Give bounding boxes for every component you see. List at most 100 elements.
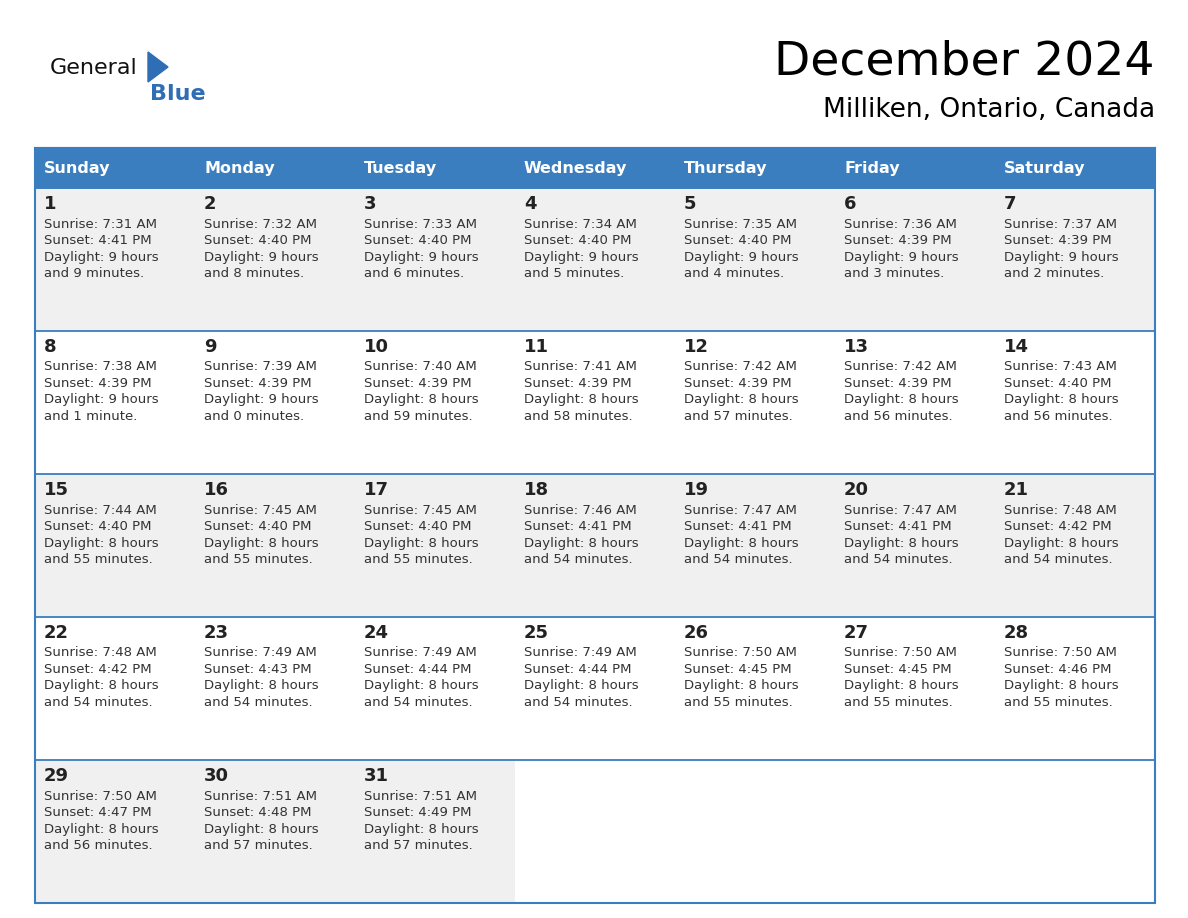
- Text: Sunset: 4:48 PM: Sunset: 4:48 PM: [204, 806, 311, 819]
- Text: and 1 minute.: and 1 minute.: [44, 410, 138, 423]
- Text: and 55 minutes.: and 55 minutes.: [843, 696, 953, 709]
- Text: Daylight: 9 hours: Daylight: 9 hours: [684, 251, 798, 263]
- Text: Sunset: 4:46 PM: Sunset: 4:46 PM: [1004, 663, 1112, 676]
- Text: 6: 6: [843, 195, 857, 213]
- Text: and 54 minutes.: and 54 minutes.: [44, 696, 152, 709]
- Text: and 54 minutes.: and 54 minutes.: [524, 696, 633, 709]
- Text: Daylight: 8 hours: Daylight: 8 hours: [684, 679, 798, 692]
- Text: Sunrise: 7:43 AM: Sunrise: 7:43 AM: [1004, 361, 1117, 374]
- Text: and 54 minutes.: and 54 minutes.: [364, 696, 473, 709]
- Text: Sunset: 4:47 PM: Sunset: 4:47 PM: [44, 806, 152, 819]
- Text: Sunrise: 7:51 AM: Sunrise: 7:51 AM: [364, 789, 478, 802]
- Bar: [195, 188, 355, 331]
- Bar: [355, 474, 516, 617]
- Text: Sunrise: 7:48 AM: Sunrise: 7:48 AM: [44, 646, 157, 659]
- Bar: [355, 148, 516, 188]
- Text: and 0 minutes.: and 0 minutes.: [204, 410, 304, 423]
- Bar: [34, 474, 195, 617]
- Bar: [195, 148, 355, 188]
- Text: Sunrise: 7:50 AM: Sunrise: 7:50 AM: [1004, 646, 1117, 659]
- Text: Sunrise: 7:49 AM: Sunrise: 7:49 AM: [364, 646, 476, 659]
- Text: Sunset: 4:45 PM: Sunset: 4:45 PM: [684, 663, 791, 676]
- Text: 16: 16: [204, 481, 229, 499]
- Text: Sunset: 4:42 PM: Sunset: 4:42 PM: [44, 663, 152, 676]
- Text: and 54 minutes.: and 54 minutes.: [524, 553, 633, 566]
- Text: and 56 minutes.: and 56 minutes.: [44, 839, 152, 852]
- Text: Daylight: 9 hours: Daylight: 9 hours: [364, 251, 479, 263]
- Text: and 54 minutes.: and 54 minutes.: [684, 553, 792, 566]
- Text: and 9 minutes.: and 9 minutes.: [44, 267, 144, 280]
- Text: 10: 10: [364, 338, 388, 356]
- Bar: [34, 188, 195, 331]
- Text: Sunset: 4:40 PM: Sunset: 4:40 PM: [364, 234, 472, 247]
- Text: Daylight: 8 hours: Daylight: 8 hours: [44, 679, 159, 692]
- Bar: [835, 148, 996, 188]
- Text: 23: 23: [204, 624, 229, 642]
- Text: Sunrise: 7:40 AM: Sunrise: 7:40 AM: [364, 361, 476, 374]
- Text: Blue: Blue: [150, 84, 206, 104]
- Bar: [195, 760, 355, 903]
- Text: Daylight: 8 hours: Daylight: 8 hours: [524, 536, 639, 550]
- Text: Sunset: 4:44 PM: Sunset: 4:44 PM: [524, 663, 632, 676]
- Bar: [34, 148, 195, 188]
- Text: Sunrise: 7:45 AM: Sunrise: 7:45 AM: [204, 503, 317, 517]
- Text: Daylight: 8 hours: Daylight: 8 hours: [364, 823, 479, 835]
- Bar: [355, 617, 516, 760]
- Text: and 55 minutes.: and 55 minutes.: [364, 553, 473, 566]
- Text: 9: 9: [204, 338, 216, 356]
- Text: Milliken, Ontario, Canada: Milliken, Ontario, Canada: [823, 97, 1155, 123]
- Text: Daylight: 8 hours: Daylight: 8 hours: [524, 679, 639, 692]
- Text: and 3 minutes.: and 3 minutes.: [843, 267, 944, 280]
- Text: Sunrise: 7:41 AM: Sunrise: 7:41 AM: [524, 361, 637, 374]
- Bar: [835, 188, 996, 331]
- Text: and 59 minutes.: and 59 minutes.: [364, 410, 473, 423]
- Text: Sunset: 4:44 PM: Sunset: 4:44 PM: [364, 663, 472, 676]
- Text: 25: 25: [524, 624, 549, 642]
- Text: Daylight: 8 hours: Daylight: 8 hours: [684, 394, 798, 407]
- Text: Daylight: 9 hours: Daylight: 9 hours: [44, 251, 159, 263]
- Text: Sunrise: 7:46 AM: Sunrise: 7:46 AM: [524, 503, 637, 517]
- Text: Daylight: 8 hours: Daylight: 8 hours: [364, 394, 479, 407]
- Text: 8: 8: [44, 338, 57, 356]
- Bar: [195, 474, 355, 617]
- Bar: [996, 474, 1155, 617]
- Text: 29: 29: [44, 767, 69, 785]
- Text: 19: 19: [684, 481, 709, 499]
- Text: Sunset: 4:40 PM: Sunset: 4:40 PM: [204, 234, 311, 247]
- Text: Thursday: Thursday: [684, 161, 767, 175]
- Text: Sunset: 4:49 PM: Sunset: 4:49 PM: [364, 806, 472, 819]
- Text: Sunrise: 7:50 AM: Sunrise: 7:50 AM: [44, 789, 157, 802]
- Text: Daylight: 8 hours: Daylight: 8 hours: [204, 823, 318, 835]
- Bar: [516, 331, 675, 474]
- Text: 13: 13: [843, 338, 868, 356]
- Text: Daylight: 8 hours: Daylight: 8 hours: [1004, 536, 1119, 550]
- Text: 2: 2: [204, 195, 216, 213]
- Bar: [675, 474, 835, 617]
- Text: 4: 4: [524, 195, 537, 213]
- Text: Daylight: 8 hours: Daylight: 8 hours: [843, 536, 959, 550]
- Text: 28: 28: [1004, 624, 1029, 642]
- Text: Sunrise: 7:39 AM: Sunrise: 7:39 AM: [204, 361, 317, 374]
- Text: 17: 17: [364, 481, 388, 499]
- Bar: [996, 331, 1155, 474]
- Text: Sunrise: 7:51 AM: Sunrise: 7:51 AM: [204, 789, 317, 802]
- Text: Sunrise: 7:48 AM: Sunrise: 7:48 AM: [1004, 503, 1117, 517]
- Text: Sunrise: 7:37 AM: Sunrise: 7:37 AM: [1004, 218, 1117, 230]
- Text: Daylight: 8 hours: Daylight: 8 hours: [1004, 679, 1119, 692]
- Text: and 56 minutes.: and 56 minutes.: [843, 410, 953, 423]
- Bar: [34, 617, 195, 760]
- Bar: [996, 188, 1155, 331]
- Text: 31: 31: [364, 767, 388, 785]
- Text: Daylight: 9 hours: Daylight: 9 hours: [843, 251, 959, 263]
- Text: and 55 minutes.: and 55 minutes.: [684, 696, 792, 709]
- Text: Sunset: 4:45 PM: Sunset: 4:45 PM: [843, 663, 952, 676]
- Text: Sunset: 4:40 PM: Sunset: 4:40 PM: [364, 520, 472, 533]
- Text: and 8 minutes.: and 8 minutes.: [204, 267, 304, 280]
- Text: General: General: [50, 58, 138, 78]
- Text: Sunset: 4:39 PM: Sunset: 4:39 PM: [843, 377, 952, 390]
- Text: Sunrise: 7:50 AM: Sunrise: 7:50 AM: [843, 646, 956, 659]
- Text: Sunrise: 7:47 AM: Sunrise: 7:47 AM: [843, 503, 956, 517]
- Text: Daylight: 8 hours: Daylight: 8 hours: [204, 536, 318, 550]
- Bar: [516, 188, 675, 331]
- Bar: [195, 617, 355, 760]
